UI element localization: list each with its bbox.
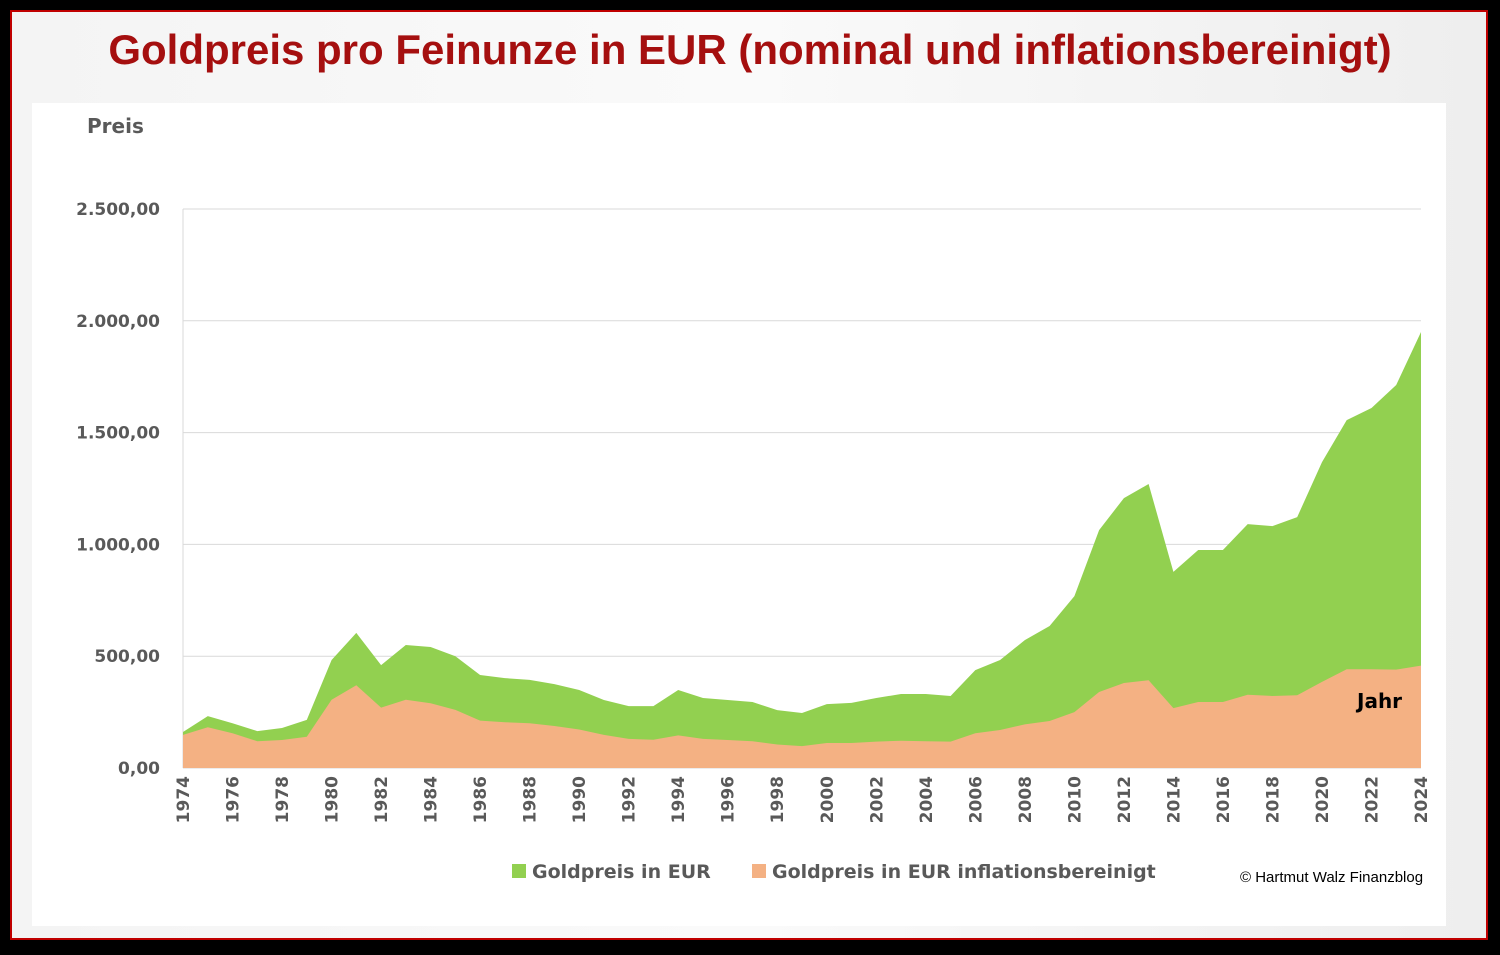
x-tick-label: 2008 [1016,776,1036,823]
x-tick-label: 1974 [174,776,194,823]
x-tick-label: 1982 [372,776,392,823]
x-tick-label: 2018 [1263,776,1283,823]
x-tick-label: 1988 [521,776,541,823]
x-tick-label: 1978 [273,776,293,823]
x-tick-label: 1994 [669,776,689,823]
x-tick-label: 1992 [620,776,640,823]
x-tick-label: 2006 [966,776,986,823]
area-series-1 [183,665,1421,768]
x-tick-label: 2020 [1313,776,1333,823]
x-tick-label: 2004 [917,776,937,823]
x-tick-label: 1986 [471,776,491,823]
y-tick-label: 0,00 [118,759,160,779]
x-tick-label: 2012 [1115,776,1135,823]
chart-title: Goldpreis pro Feinunze in EUR (nominal u… [108,26,1392,73]
x-tick-label: 2010 [1065,776,1085,823]
x-tick-label: 1996 [719,776,739,823]
x-axis-label: Jahr [1355,689,1402,713]
legend-swatch-nominal [512,864,526,878]
x-tick-label: 2022 [1362,776,1382,823]
x-tick-label: 1984 [422,776,442,823]
y-tick-label: 2.000,00 [76,312,160,332]
x-tick-label: 1998 [768,776,788,823]
y-tick-label: 2.500,00 [76,200,160,220]
legend-swatch-real [752,864,766,878]
chart-area [32,103,1446,926]
x-tick-label: 2024 [1412,776,1432,823]
area-series-0 [183,332,1421,768]
legend-label-real: Goldpreis in EUR inflationsbereinigt [772,861,1156,883]
y-axis-label: Preis [87,114,144,138]
y-tick-label: 1.000,00 [76,535,160,555]
legend-label-nominal: Goldpreis in EUR [532,861,711,883]
copyright-text: © Hartmut Walz Finanzblog [1240,869,1423,886]
x-tick-label: 1980 [323,776,343,823]
y-tick-label: 500,00 [94,647,160,667]
x-tick-label: 2000 [818,776,838,823]
y-tick-label: 1.500,00 [76,424,160,444]
x-tick-label: 2016 [1214,776,1234,823]
x-tick-label: 2002 [867,776,887,823]
x-tick-label: 1976 [224,776,244,823]
x-tick-label: 2014 [1164,776,1184,823]
x-tick-label: 1990 [570,776,590,823]
